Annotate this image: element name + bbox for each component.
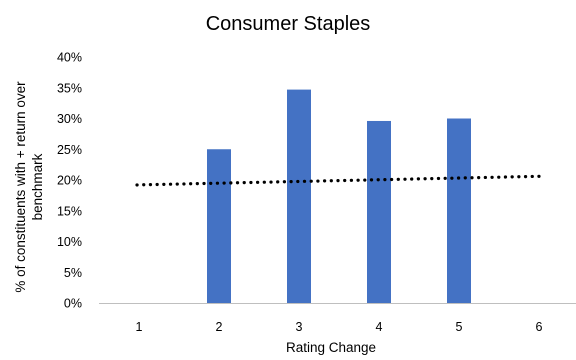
y-tick-label: 30% [57,112,82,126]
x-tick-labels: 1 2 3 4 5 6 [136,320,543,334]
y-tick-label: 25% [57,143,82,157]
trendline-layer [135,174,541,187]
x-tick-label: 6 [536,320,543,334]
y-axis-title-line-2: benchmark [30,153,45,220]
y-tick-label: 15% [57,204,82,218]
bar [447,118,471,303]
y-tick-label: 0% [64,297,82,311]
x-axis-title: Rating Change [286,340,376,355]
x-tick-label: 2 [216,320,223,334]
x-tick-label: 1 [136,320,143,334]
bars-layer [207,89,471,304]
y-axis-title-line-1: % of constituents with + return over [13,81,28,293]
x-tick-label: 5 [456,320,463,334]
y-axis-title: % of constituents with + return over ben… [13,81,45,293]
trendline [135,174,541,187]
x-tick-label: 4 [376,320,383,334]
bar [367,120,391,304]
y-tick-labels: 0% 5% 10% 15% 20% 25% 30% 35% 40% [57,51,82,311]
x-tick-label: 3 [296,320,303,334]
bar [207,149,231,303]
y-tick-label: 20% [57,174,82,188]
chart-title: Consumer Staples [206,13,371,35]
bar [287,89,311,303]
y-tick-label: 5% [64,266,82,280]
y-tick-label: 35% [57,81,82,95]
y-tick-label: 10% [57,235,82,249]
y-tick-label: 40% [57,51,82,65]
